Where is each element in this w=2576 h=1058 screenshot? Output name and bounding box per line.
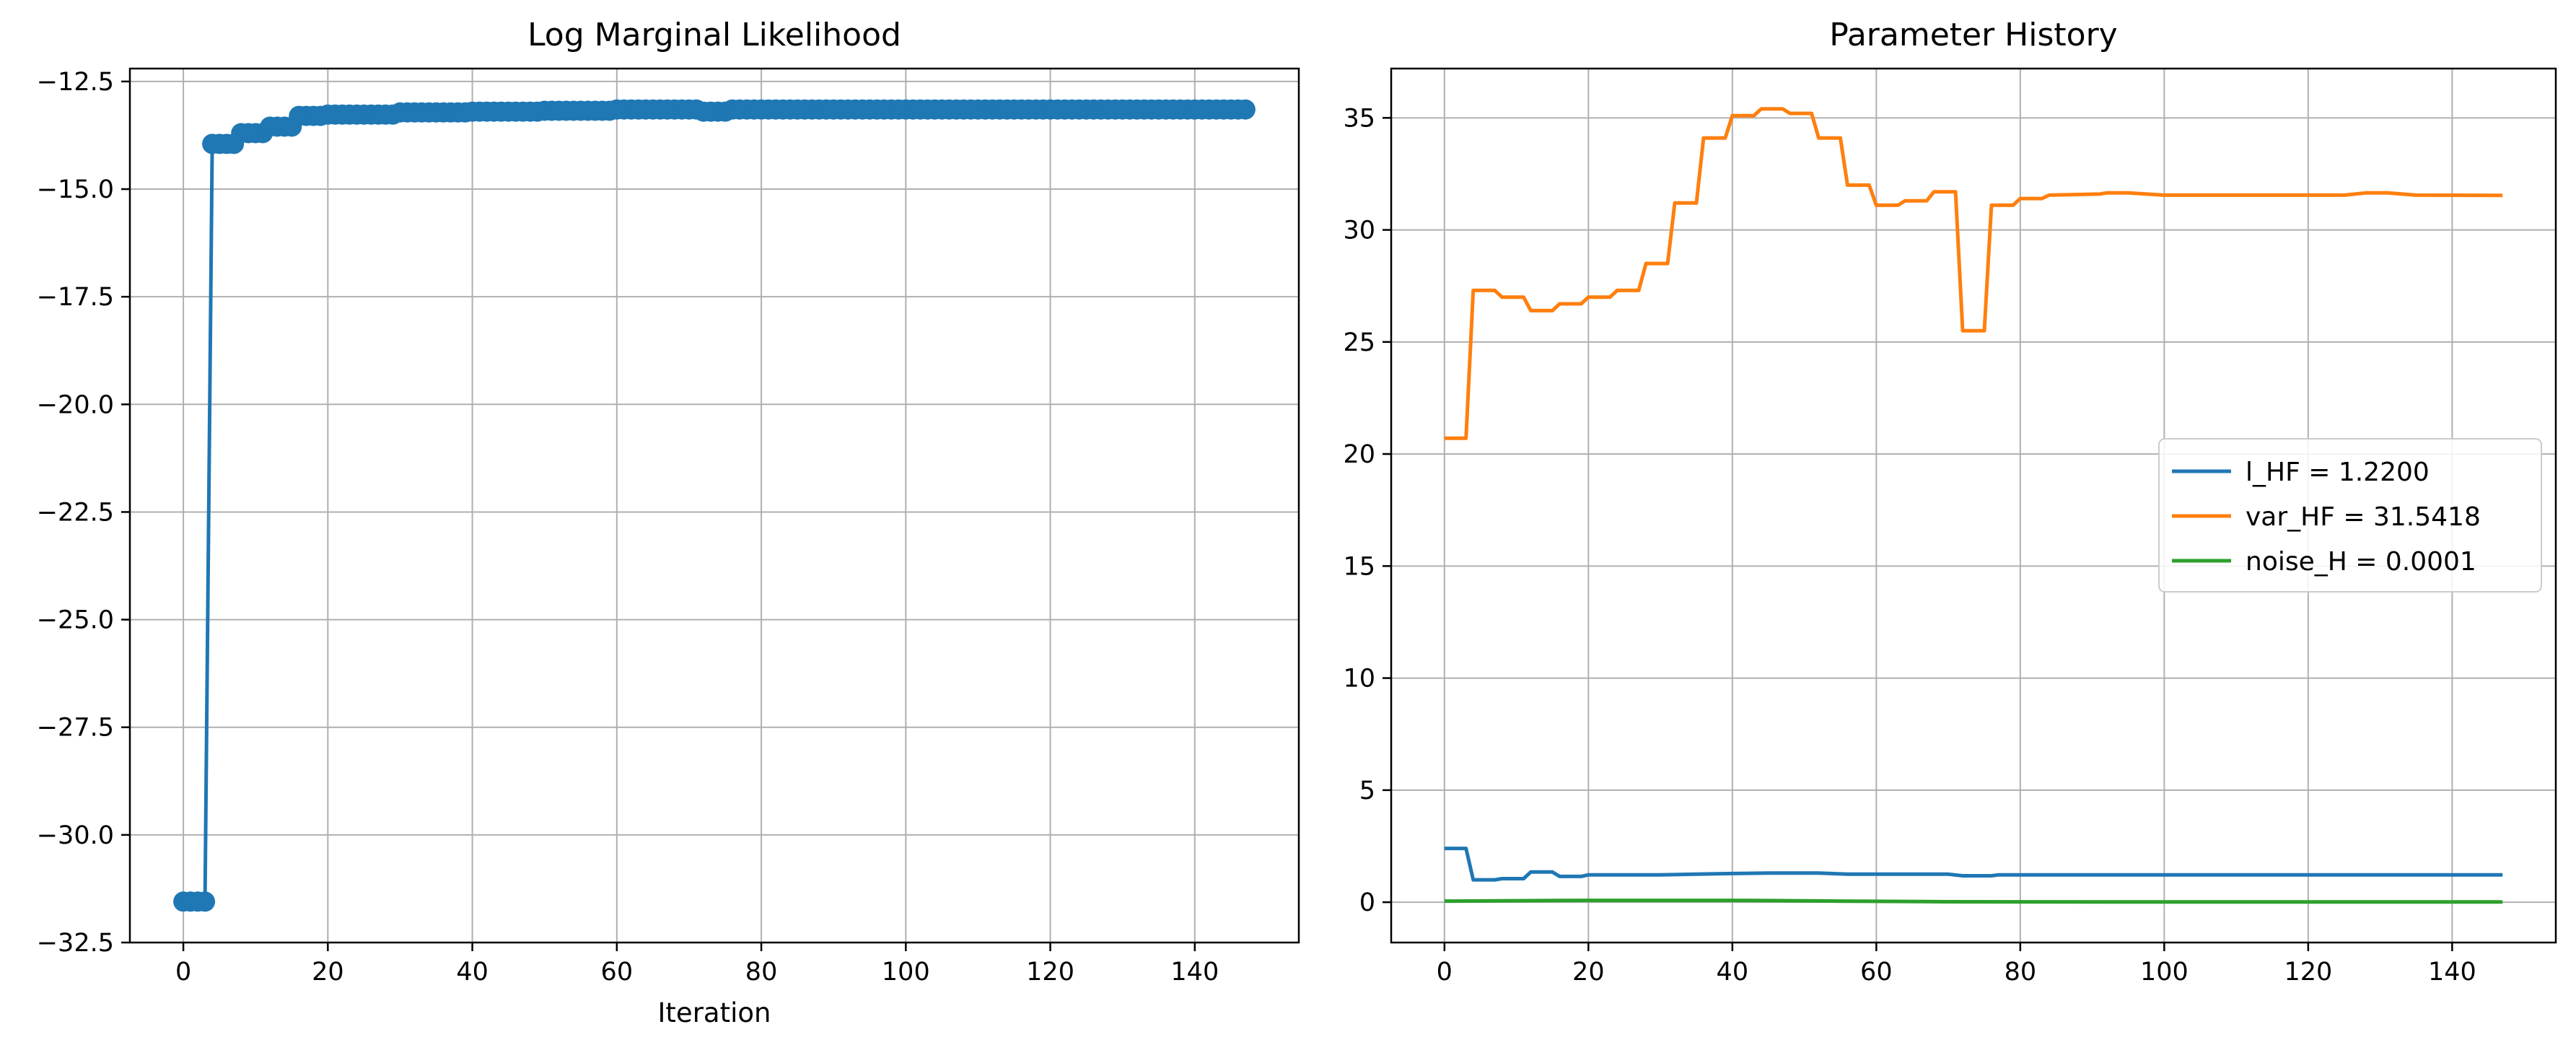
x-tick-label: 100 (882, 958, 930, 987)
x-tick-label: 40 (456, 958, 489, 987)
legend-label-1: var_HF = 31.5418 (2246, 502, 2481, 532)
x-tick-label: 100 (2140, 958, 2189, 987)
x-tick-label: 140 (2428, 958, 2476, 987)
x-tick-label: 0 (1437, 958, 1453, 987)
x-tick-label: 120 (2284, 958, 2332, 987)
x-tick-label: 40 (1717, 958, 1749, 987)
series-line-2 (1444, 899, 2503, 904)
y-tick-label: −15.0 (37, 175, 114, 204)
x-tick-label: 60 (1860, 958, 1893, 987)
series-line-1 (1444, 107, 2503, 440)
y-tick-label: −30.0 (37, 821, 114, 850)
y-tick-label: 5 (1359, 777, 1375, 805)
chart-title: Parameter History (1829, 17, 2117, 53)
y-tick-label: 10 (1343, 665, 1375, 694)
x-tick-label: 80 (2005, 958, 2037, 987)
y-tick-label: 0 (1359, 888, 1375, 917)
x-tick-label: 120 (1026, 958, 1074, 987)
plot-area (1444, 107, 2503, 904)
axes-frame (128, 67, 1300, 944)
y-tick-label: 15 (1343, 552, 1375, 581)
y-tick-label: 35 (1343, 104, 1375, 133)
y-tick-label: −25.0 (37, 606, 114, 635)
axes-frame (1390, 67, 2557, 944)
series-line-0 (1444, 847, 2503, 882)
y-tick-label: 30 (1343, 217, 1375, 245)
legend-label-0: l_HF = 1.2200 (2246, 458, 2430, 487)
legend: l_HF = 1.2200 var_HF = 31.5418 noise_H = 0… (2158, 438, 2542, 593)
x-tick-label: 60 (601, 958, 634, 987)
y-tick-label: 20 (1343, 440, 1375, 469)
y-tick-label: 25 (1343, 328, 1375, 357)
y-tick-label: −20.0 (37, 390, 114, 419)
y-tick-label: −17.5 (37, 283, 114, 312)
y-tick-label: −27.5 (37, 714, 114, 743)
series-marker (1235, 99, 1256, 120)
plot-area (173, 99, 1256, 912)
x-tick-label: 20 (1572, 958, 1605, 987)
y-tick-label: −12.5 (37, 68, 114, 97)
log-marginal-likelihood-panel: 0 20 40 60 80 100 120 140 −32.5 −30.0 −27.5 −25.0 −2… (37, 17, 1300, 1028)
series-marker (195, 891, 216, 912)
y-tick-label: −32.5 (37, 929, 114, 958)
x-tick-label: 20 (312, 958, 344, 987)
legend-label-2: noise_H = 0.0001 (2246, 547, 2476, 577)
legend-box (2158, 438, 2542, 593)
y-tick-label: −22.5 (37, 498, 114, 527)
chart-title: Log Marginal Likelihood (527, 17, 901, 53)
parameter-history-panel: 0 20 40 60 80 100 120 140 0 5 10 15 20 25 30 35 Paramete… (1343, 17, 2557, 987)
series-line-0 (183, 108, 1245, 904)
x-axis-label: Iteration (658, 997, 771, 1028)
x-tick-label: 140 (1170, 958, 1219, 987)
x-tick-label: 0 (175, 958, 191, 987)
x-tick-label: 80 (745, 958, 778, 987)
